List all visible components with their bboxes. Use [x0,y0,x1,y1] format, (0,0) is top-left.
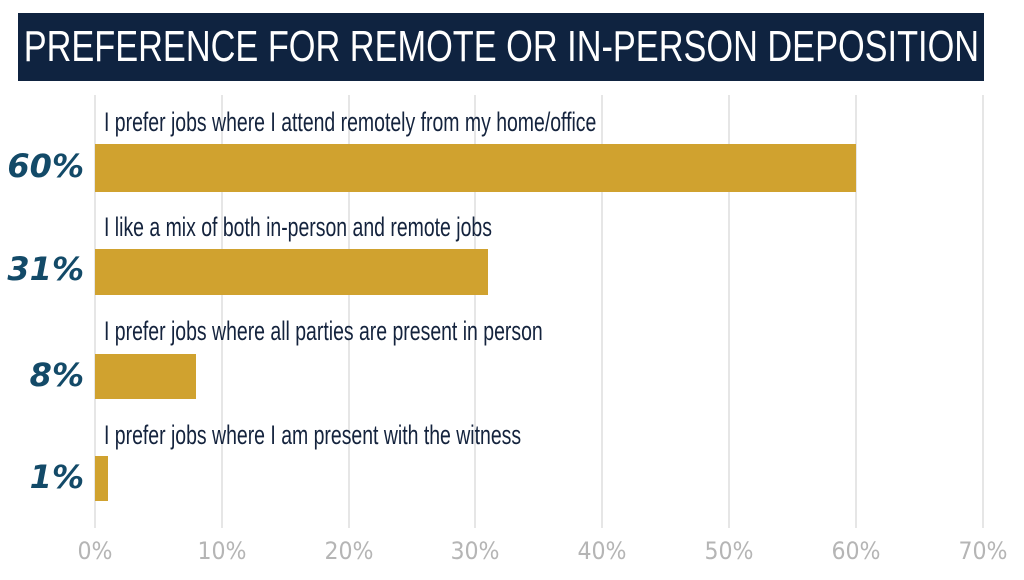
gridline [94,95,96,528]
x-tick-label: 40% [577,537,627,565]
gridline [854,95,857,528]
x-tick-label: 70% [958,537,1008,565]
chart-title: PREFERENCE FOR REMOTE OR IN-PERSON DEPOS… [23,22,979,71]
category-label: I like a mix of both in-person and remot… [104,212,492,242]
gridline [601,95,604,528]
bar [95,456,108,501]
category-label: I prefer jobs where I attend remotely fr… [104,107,597,137]
x-tick-label: 20% [324,537,374,565]
bar [95,144,856,192]
value-label: 60% [7,147,84,185]
x-tick-label: 50% [704,537,754,565]
category-label: I prefer jobs where I am present with th… [104,420,522,450]
bar [95,249,489,295]
gridline [220,95,223,528]
gridline [347,95,350,528]
value-label: 1% [29,458,84,496]
x-tick-label: 60% [831,537,881,565]
value-label: 31% [7,250,84,288]
gridline [474,95,477,528]
x-tick-label: 10% [197,537,247,565]
category-label: I prefer jobs where all parties are pres… [104,316,543,346]
title-bar: PREFERENCE FOR REMOTE OR IN-PERSON DEPOS… [18,13,984,81]
gridline [981,95,984,528]
value-label: 8% [29,356,84,394]
gridline [728,95,730,528]
x-tick-label: 30% [450,537,500,565]
bar [95,354,197,399]
x-tick-label: 0% [77,537,113,565]
